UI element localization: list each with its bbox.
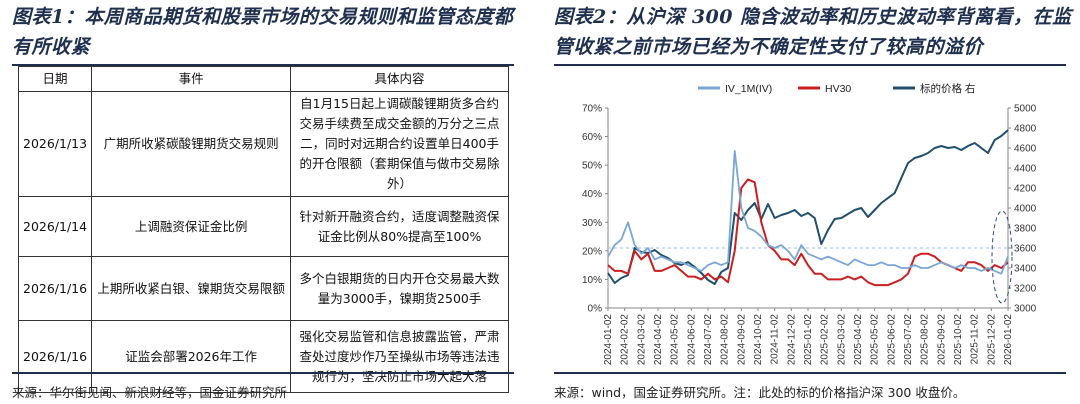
right-tick-label: 3600 [1014,244,1037,255]
x-tick-label: 2025-06-02 [886,314,897,366]
cell-detail: 强化交易监管和信息披露监管，严肃查处过度炒作乃至操纵市场等违法违规行为，坚决防止… [290,320,509,393]
right-tick-label: 4800 [1014,124,1037,135]
cell-event: 上调融资保证金比例 [91,196,292,257]
right-tick-label: 4600 [1014,144,1037,155]
legend-label: 标的价格 右 [920,82,975,95]
x-tick-label: 2026-01-02 [1003,314,1014,366]
header-detail: 具体内容 [290,66,509,92]
left-tick-label: 60% [582,132,602,143]
left-tick-label: 40% [582,189,602,200]
table-row: 2026/1/14 上调融资保证金比例 针对新开融资合约，适度调整融资保证金比例… [17,196,509,257]
header-event: 事件 [91,66,292,92]
left-tick-label: 10% [582,275,602,286]
highlight-ellipse [991,210,1013,304]
cell-date: 2026/1/13 [17,91,93,197]
x-tick-label: 2024-11-02 [770,314,781,365]
cell-detail: 多个白银期货的日内开仓交易最大数量为3000手，镍期货2500手 [290,256,509,321]
table-row: 2026/1/16 上期所收紧白银、镍期货交易限额 多个白银期货的日内开仓交易最… [17,256,509,321]
x-tick-label: 2024-12-02 [786,314,797,366]
series-line-price [607,129,1009,285]
left-source-note: 来源：华尔街见闻、新浪财经等，国金证券研究所 [12,385,288,400]
x-tick-label: 2025-01-02 [803,314,814,366]
table-header-row: 日期 事件 具体内容 [17,66,509,92]
x-tick-label: 2025-12-02 [986,314,997,366]
cell-detail: 针对新开融资合约，适度调整融资保证金比例从80%提高至100% [290,196,509,257]
right-tick-label: 5000 [1014,104,1037,115]
right-bottom-rule [554,372,1066,374]
legend-label: IV_1M(IV) [725,83,772,95]
cell-date: 2026/1/16 [17,320,93,393]
x-tick-label: 2025-04-02 [853,314,864,366]
left-figure-title: 图表1：本周商品期货和股票市场的交易规则和监管态度都有所收紧 [12,6,514,58]
right-tick-label: 3400 [1014,264,1037,275]
volatility-chart: 0% 10% 20% 30% 40% 50% 60% 70% 3000 3200 3400 3600 3… [582,82,1037,366]
left-tick-label: 50% [582,161,602,172]
right-tick-label: 4000 [1014,204,1037,215]
left-tick-label: 20% [582,246,602,257]
cell-event: 证监会部署2026年工作 [91,320,292,393]
x-tick-label: 2025-03-02 [836,314,847,366]
table-row: 2026/1/16 证监会部署2026年工作 强化交易监管和信息披露监管，严肃查… [17,320,509,393]
cell-event: 广期所收紧碳酸锂期货交易规则 [91,91,292,197]
x-tick-label: 2025-08-02 [920,314,931,366]
x-tick-label: 2024-02-02 [620,314,631,366]
cell-event: 上期所收紧白银、镍期货交易限额 [91,256,292,321]
x-tick-label: 2024-08-02 [720,314,731,366]
header-date: 日期 [17,66,93,92]
left-bottom-rule [12,372,514,374]
x-tick-label: 2024-04-02 [653,314,664,366]
x-tick-label: 2025-09-02 [936,314,947,366]
table-row: 2026/1/13 广期所收紧碳酸锂期货交易规则 自1月15日起上调碳酸锂期货多… [17,91,509,197]
x-tick-label: 2025-11-02 [970,314,981,365]
right-tick-label: 3800 [1014,224,1037,235]
right-title-rule [554,64,1066,66]
series-line-iv [607,150,1009,275]
events-table: 日期 事件 具体内容 2026/1/13 广期所收紧碳酸锂期货交易规则 自1月1… [17,66,509,393]
right-tick-label: 4200 [1014,184,1037,195]
cell-detail: 自1月15日起上调碳酸锂期货多合约交易手续费至成交金额的万分之三点二，同时对远期… [290,91,509,197]
left-title-rule [12,64,514,66]
cell-date: 2026/1/16 [17,256,93,321]
series-line-hv30 [607,178,1009,287]
legend-label: HV30 [825,83,851,95]
left-tick-label: 0% [588,304,603,315]
x-tick-label: 2024-06-02 [686,314,697,366]
x-tick-label: 2024-05-02 [670,314,681,366]
right-figure-title: 图表2：从沪深 300 隐含波动率和历史波动率背离看，在监管收紧之前市场已经为不… [554,6,1072,58]
right-source-note: 来源：wind，国金证券研究所。注：此处的标的价格指沪深 300 收盘价。 [554,385,966,400]
x-tick-label: 2025-10-02 [953,314,964,366]
x-tick-label: 2024-09-02 [736,314,747,366]
right-tick-label: 4400 [1014,164,1037,175]
x-tick-label: 2024-10-02 [753,314,764,366]
x-tick-label: 2024-03-02 [636,314,647,366]
x-tick-label: 2025-07-02 [903,314,914,366]
right-tick-label: 3200 [1014,284,1037,295]
right-tick-label: 3000 [1014,304,1037,315]
cell-date: 2026/1/14 [17,196,93,257]
x-tick-label: 2024-01-02 [603,314,614,366]
left-tick-label: 30% [582,218,602,229]
x-tick-label: 2025-05-02 [870,314,881,366]
x-tick-label: 2024-07-02 [703,314,714,366]
x-tick-label: 2025-02-02 [820,314,831,366]
left-tick-label: 70% [582,104,602,115]
